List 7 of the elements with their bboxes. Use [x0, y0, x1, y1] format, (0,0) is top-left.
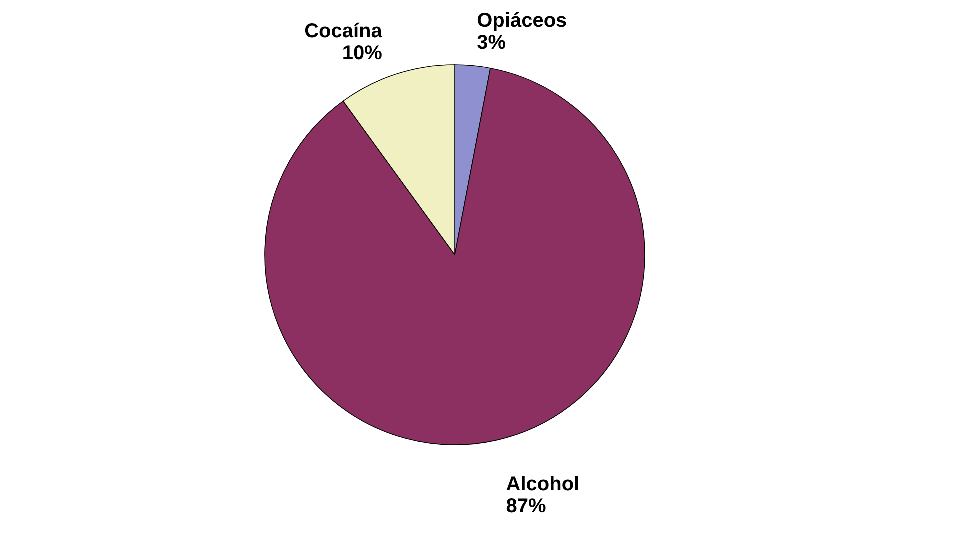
slice-label: Opiáceos: [477, 10, 568, 32]
data-label: 3%: [477, 32, 506, 54]
slice-label: Cocaína: [304, 20, 384, 42]
data-label: 87%: [506, 495, 547, 518]
data-label: 10%: [342, 42, 383, 64]
pie-slice: [264, 68, 646, 446]
slice-label: Alcohol: [506, 473, 580, 496]
